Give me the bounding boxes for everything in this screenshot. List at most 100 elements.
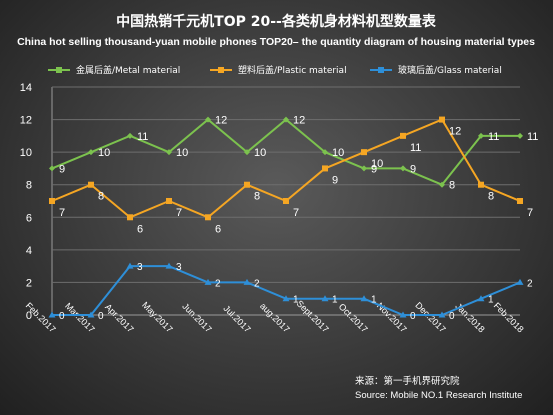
data-label: 0: [410, 311, 416, 322]
y-tick-label: 4: [26, 245, 32, 257]
data-point: [165, 262, 173, 269]
y-tick-label: 0: [26, 310, 32, 322]
data-point: [166, 198, 172, 204]
y-tick-label: 8: [26, 180, 32, 192]
data-label: 11: [488, 131, 499, 143]
data-point: [322, 149, 328, 156]
y-tick-label: 6: [26, 212, 32, 224]
y-tick-label: 12: [20, 115, 32, 127]
legend-entry: 塑料后盖/Plastic material: [238, 64, 347, 76]
x-tick-label: Sept.2017: [295, 298, 331, 334]
data-label: 3: [176, 262, 182, 273]
data-label: 7: [176, 207, 182, 219]
data-point: [283, 116, 289, 123]
legend-marker: [218, 67, 224, 73]
chart-title: 中国热销千元机TOP 20--各类机身材料机型数量表: [116, 13, 437, 30]
data-point: [477, 295, 485, 302]
data-label: 8: [254, 191, 260, 203]
data-label: 10: [332, 147, 344, 159]
data-point: [126, 262, 134, 269]
data-point: [127, 214, 133, 221]
data-label: 6: [215, 223, 221, 235]
chart-subtitle: China hot selling thousand-yuan mobile p…: [17, 36, 535, 48]
data-point: [516, 278, 524, 285]
data-point: [87, 311, 95, 318]
data-label: 7: [293, 207, 299, 219]
data-label: 1: [371, 295, 377, 306]
legend-entry: 玻璃后盖/Glass material: [398, 64, 502, 76]
data-point: [321, 295, 329, 302]
data-point: [361, 165, 367, 172]
data-point: [127, 132, 133, 139]
data-label: 8: [449, 180, 455, 192]
data-label: 7: [59, 207, 65, 219]
data-point: [399, 311, 407, 318]
data-point: [322, 165, 328, 172]
legend: 金属后盖/Metal material 塑料后盖/Plastic material…: [48, 64, 502, 76]
data-point: [48, 311, 56, 318]
x-tick-label: Jul.2017: [222, 303, 253, 334]
data-point: [478, 132, 484, 139]
legend-entry: 金属后盖/Metal material: [76, 64, 180, 76]
data-label: 9: [410, 163, 416, 175]
data-label: 9: [332, 174, 338, 186]
legend-marker: [378, 67, 384, 73]
data-label: 9: [371, 163, 377, 175]
source-en: Source: Mobile NO.1 Research Institute: [355, 390, 522, 401]
data-point: [88, 181, 94, 188]
legend-marker: [56, 67, 62, 73]
data-label: 12: [293, 115, 305, 127]
data-point: [204, 278, 212, 285]
data-label: 10: [176, 147, 188, 159]
x-tick-label: Mar.2017: [63, 301, 97, 335]
data-point: [400, 165, 406, 172]
data-label: 10: [371, 158, 383, 170]
data-label: 3: [137, 262, 143, 273]
data-point: [49, 198, 55, 204]
x-tick-label: Jun.2017: [180, 301, 213, 334]
data-point: [400, 132, 406, 139]
x-tick-label: Oct.2017: [337, 302, 370, 335]
data-point: [205, 116, 211, 123]
data-label: 2: [254, 278, 260, 289]
data-label: 11: [410, 142, 421, 154]
data-label: 12: [449, 126, 461, 138]
data-label: 0: [449, 311, 455, 322]
data-point: [439, 116, 445, 123]
x-tick-label: Feb.2018: [492, 300, 526, 334]
data-point: [438, 311, 446, 318]
data-label: 1: [488, 295, 494, 306]
y-tick-label: 2: [26, 277, 32, 289]
data-label: 7: [527, 207, 533, 219]
y-tick-label: 14: [20, 82, 32, 94]
data-label: 12: [215, 115, 227, 127]
data-label: 1: [293, 295, 299, 306]
x-tick-label: Jan.2018: [453, 301, 486, 334]
data-point: [439, 181, 445, 188]
data-point: [282, 295, 290, 302]
data-point: [517, 198, 523, 204]
data-point: [243, 278, 251, 285]
data-point: [478, 181, 484, 188]
data-point: [88, 149, 94, 156]
data-point: [361, 149, 367, 156]
data-label: 10: [254, 147, 266, 159]
data-label: 11: [137, 131, 148, 143]
data-label: 11: [527, 131, 538, 143]
data-point: [49, 165, 55, 172]
data-label: 10: [98, 147, 110, 159]
data-label: 1: [332, 295, 338, 306]
x-tick-label: aug.2017: [258, 301, 292, 335]
x-tick-label: Apr.2017: [103, 302, 136, 335]
data-point: [205, 214, 211, 221]
data-label: 8: [98, 191, 104, 203]
source-cn: 来源：第一手机界研究院: [355, 375, 460, 387]
data-point: [166, 149, 172, 156]
data-label: 9: [59, 163, 65, 175]
data-point: [244, 149, 250, 156]
data-label: 2: [527, 278, 533, 289]
data-point: [283, 198, 289, 204]
